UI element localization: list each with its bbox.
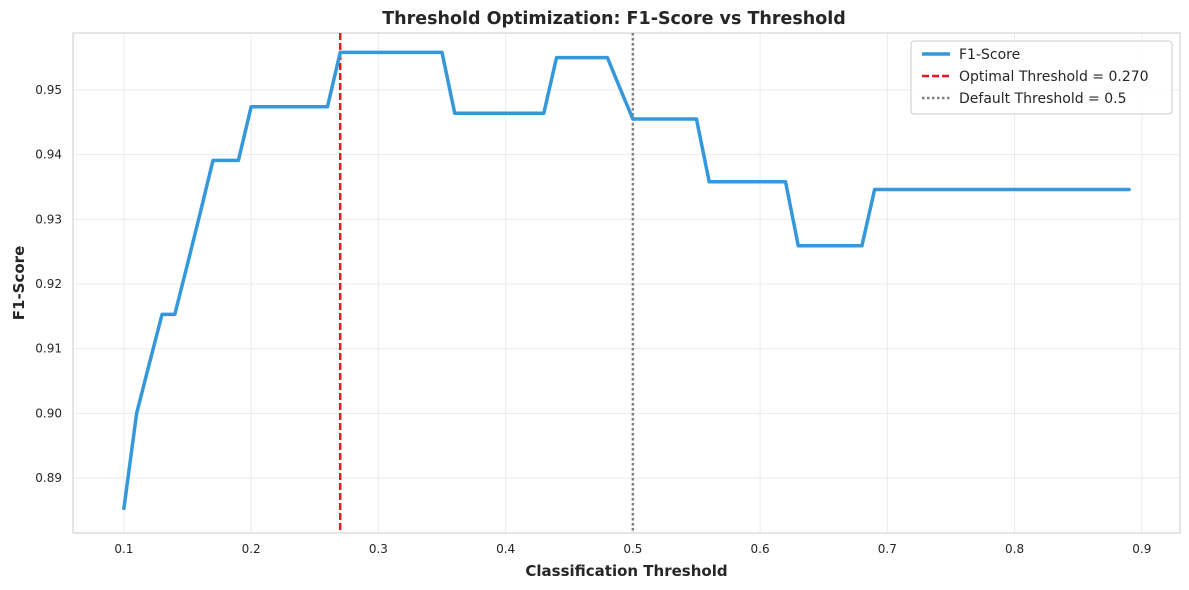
y-tick-label: 0.90 [35, 406, 62, 420]
y-axis-label: F1-Score [10, 246, 28, 320]
y-tick-label: 0.95 [35, 83, 62, 97]
f1-score-line [122, 50, 1131, 511]
x-axis-label: Classification Threshold [525, 562, 727, 580]
legend-box [910, 40, 1173, 115]
x-tick-label: 0.5 [623, 542, 642, 556]
plot-area [73, 33, 1180, 533]
legend: F1-Score Optimal Threshold = 0.270 Defau… [910, 40, 1173, 115]
legend-label-default: Default Threshold = 0.5 [959, 91, 1127, 107]
x-tick-label: 0.8 [1005, 542, 1024, 556]
reference-lines [338, 33, 635, 533]
chart-title: Threshold Optimization: F1-Score vs Thre… [382, 9, 846, 29]
plot-frame [72, 32, 1181, 534]
y-tick-label: 0.94 [35, 148, 62, 162]
x-tick-label: 0.4 [496, 542, 515, 556]
legend-label-optimal: Optimal Threshold = 0.270 [959, 69, 1149, 85]
y-tick-label: 0.93 [35, 212, 62, 226]
x-axis-ticks: 0.1 0.2 0.3 0.4 0.5 0.6 0.7 0.8 0.9 [114, 542, 1151, 556]
legend-label-f1: F1-Score [959, 47, 1020, 63]
x-tick-label: 0.7 [878, 542, 897, 556]
series-group [122, 50, 1131, 511]
y-tick-label: 0.92 [35, 277, 62, 291]
x-tick-label: 0.6 [751, 542, 770, 556]
y-tick-label: 0.91 [35, 342, 62, 356]
x-tick-label: 0.2 [242, 542, 261, 556]
y-axis-ticks: 0.89 0.90 0.91 0.92 0.93 0.94 0.95 [35, 83, 62, 485]
y-tick-label: 0.89 [35, 471, 62, 485]
x-tick-label: 0.9 [1132, 542, 1151, 556]
x-tick-label: 0.3 [369, 542, 388, 556]
x-tick-label: 0.1 [114, 542, 133, 556]
